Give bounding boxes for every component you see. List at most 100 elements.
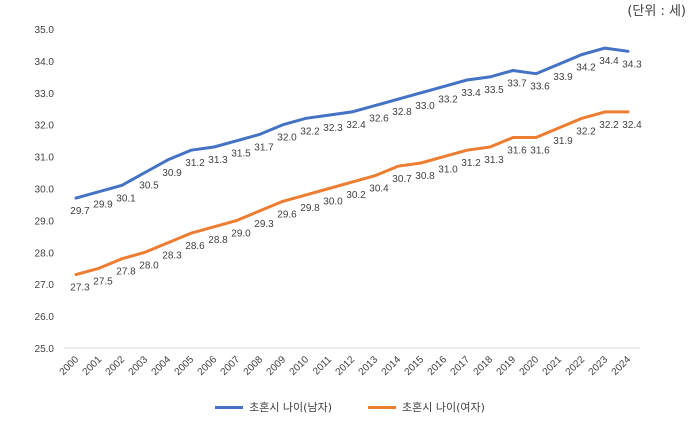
data-label: 32.6: [369, 114, 389, 125]
legend-label-female: 초혼시 나이(여자): [402, 401, 485, 414]
data-label: 31.6: [530, 145, 550, 156]
y-tick-label: 30.0: [35, 185, 55, 196]
data-label: 29.9: [93, 200, 113, 211]
data-label: 32.4: [346, 120, 366, 131]
data-label: 30.9: [162, 168, 182, 179]
x-tick-label: 2023: [587, 354, 611, 378]
series-layer: [74, 46, 630, 277]
x-tick-label: 2024: [610, 354, 634, 378]
y-tick-label: 33.0: [35, 89, 55, 100]
line-chart: 25.0 26.0 27.0 28.0 29.0 30.0 31.0 32.0 33.0 34.0…: [35, 25, 643, 378]
data-label: 28.0: [139, 260, 159, 271]
legend-item-male: 초혼시 나이(남자): [215, 399, 332, 415]
y-tick-label: 26.0: [35, 312, 55, 323]
data-label: 27.5: [93, 276, 113, 287]
data-label: 30.1: [116, 193, 136, 204]
data-label: 27.3: [70, 283, 90, 294]
data-label: 31.0: [438, 165, 458, 176]
data-label: 32.8: [392, 107, 412, 118]
x-tick-label: 2013: [357, 354, 381, 378]
legend-label-male: 초혼시 나이(남자): [249, 401, 332, 414]
data-label: 29.6: [277, 209, 297, 220]
data-label: 32.2: [576, 126, 596, 137]
y-tick-label: 32.0: [35, 121, 55, 132]
x-tick-label: 2000: [58, 354, 82, 378]
data-label: 33.7: [507, 78, 527, 89]
x-tick-label: 2019: [495, 354, 519, 378]
data-label-layer: 29.729.930.130.530.931.2 31.331.531.732.0…: [70, 56, 642, 293]
series-line-1: [74, 110, 630, 277]
y-tick-label: 31.0: [35, 153, 55, 164]
x-tick-label: 2007: [219, 354, 243, 378]
data-label: 34.2: [576, 63, 596, 74]
data-label: 33.5: [484, 85, 504, 96]
data-label: 33.0: [415, 101, 435, 112]
data-label: 30.8: [415, 171, 435, 182]
data-label: 32.3: [323, 123, 343, 134]
data-label: 34.3: [622, 59, 642, 70]
data-label: 33.6: [530, 82, 550, 93]
x-tick-label: 2002: [104, 354, 128, 378]
x-tick-label: 2020: [518, 354, 542, 378]
data-label: 33.4: [461, 88, 481, 99]
unit-label: (단위 : 세): [627, 4, 686, 19]
legend-item-female: 초혼시 나이(여자): [368, 399, 485, 415]
y-tick-label: 34.0: [35, 57, 55, 68]
y-tick-label: 25.0: [35, 344, 55, 355]
legend: 초혼시 나이(남자) 초혼시 나이(여자): [0, 399, 700, 415]
x-tick-label: 2001: [81, 354, 105, 378]
data-label: 30.0: [323, 197, 343, 208]
x-tick-label: 2014: [380, 354, 404, 378]
y-tick-label: 28.0: [35, 248, 55, 259]
x-tick-label: 2003: [127, 354, 151, 378]
data-label: 30.7: [392, 174, 412, 185]
data-label: 31.3: [208, 155, 228, 166]
data-label: 30.2: [346, 190, 366, 201]
x-tick-label: 2006: [196, 354, 220, 378]
data-label: 32.0: [277, 133, 297, 144]
data-label: 30.4: [369, 184, 389, 195]
x-tick-label: 2010: [288, 354, 312, 378]
data-label: 33.9: [553, 72, 573, 83]
y-tick-label: 27.0: [35, 280, 55, 291]
data-label: 31.5: [231, 149, 251, 160]
x-tick-label: 2021: [541, 354, 565, 378]
data-label: 31.2: [185, 158, 205, 169]
data-label: 31.3: [484, 155, 504, 166]
x-tick-label: 2018: [472, 354, 496, 378]
x-tick-label: 2022: [564, 354, 588, 378]
data-label: 29.8: [300, 203, 320, 214]
y-axis: 25.0 26.0 27.0 28.0 29.0 30.0 31.0 32.0 33.0 34.0…: [35, 25, 55, 355]
data-label: 31.2: [461, 158, 481, 169]
data-label: 31.9: [553, 136, 573, 147]
x-tick-label: 2015: [403, 354, 427, 378]
y-tick-label: 35.0: [35, 25, 55, 36]
legend-swatch-male: [215, 405, 244, 409]
x-tick-label: 2016: [426, 354, 450, 378]
x-tick-label: 2004: [150, 354, 174, 378]
legend-swatch-female: [368, 405, 396, 409]
data-label: 33.2: [438, 94, 458, 105]
x-tick-label: 2005: [173, 354, 197, 378]
data-label: 34.4: [599, 56, 619, 67]
data-label: 28.6: [185, 241, 205, 252]
data-label: 30.5: [139, 181, 159, 192]
data-label: 32.2: [300, 126, 320, 137]
data-label: 31.7: [254, 142, 274, 153]
x-tick-label: 2017: [449, 354, 473, 378]
data-label: 31.6: [507, 145, 527, 156]
data-label: 32.4: [622, 120, 642, 131]
data-label: 29.0: [231, 228, 251, 239]
x-tick-label: 2008: [242, 354, 266, 378]
x-tick-label: 2012: [334, 354, 358, 378]
data-label: 28.8: [208, 235, 228, 246]
data-label: 28.3: [162, 251, 182, 262]
data-label: 29.7: [70, 206, 90, 217]
x-tick-label: 2009: [265, 354, 289, 378]
x-tick-label: 2011: [311, 354, 334, 377]
y-tick-label: 29.0: [35, 216, 55, 227]
data-label: 32.2: [599, 120, 619, 131]
data-label: 29.3: [254, 219, 274, 230]
data-label: 27.8: [116, 267, 136, 278]
series-line-0: [74, 46, 630, 200]
